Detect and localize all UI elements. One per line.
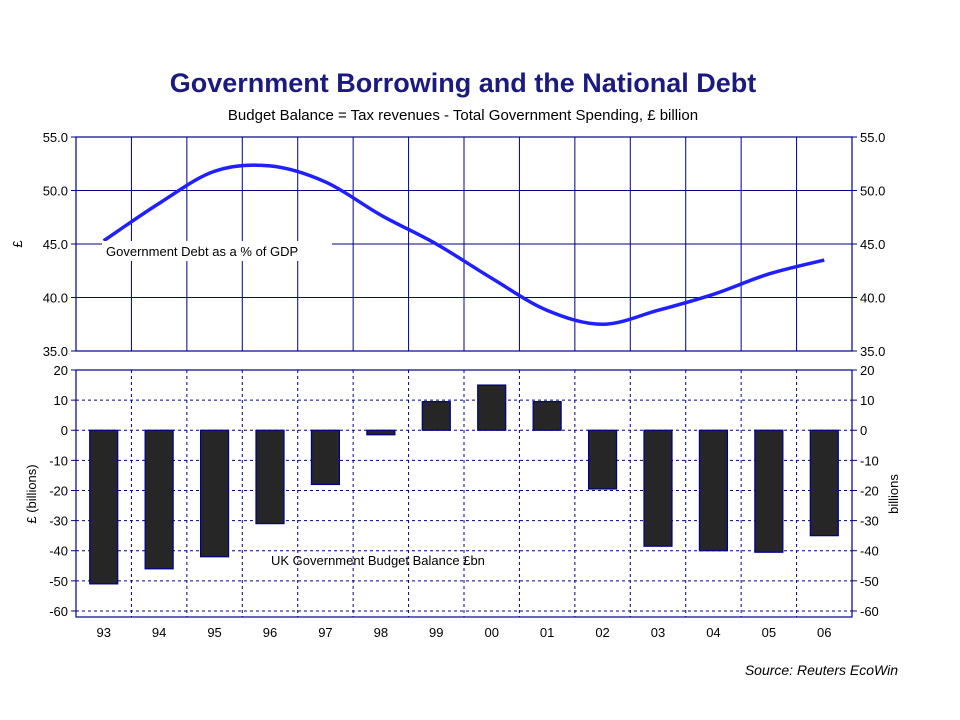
budget-gridlines bbox=[76, 369, 852, 617]
budget-left-tick-label: -60 bbox=[49, 604, 68, 619]
year-tick-label: 03 bbox=[651, 625, 665, 640]
budget-right-tick-label: -40 bbox=[860, 544, 879, 559]
chart-subtitle: Budget Balance = Tax revenues - Total Go… bbox=[228, 107, 698, 124]
budget-left-tick-label: 0 bbox=[61, 423, 68, 438]
budget-bar bbox=[199, 429, 230, 558]
budget-left-tick-label: 20 bbox=[54, 363, 68, 378]
budget-bar bbox=[144, 429, 174, 570]
budget-bar bbox=[698, 429, 729, 552]
year-tick-label: 97 bbox=[318, 625, 332, 640]
debt-left-tick-label: 50.0 bbox=[43, 184, 68, 199]
budget-right-tick-label: -20 bbox=[860, 483, 879, 498]
budget-right-axis-label: billions bbox=[886, 474, 901, 514]
budget-bar bbox=[310, 429, 341, 486]
budget-bar bbox=[643, 429, 673, 547]
debt-left-tick-label: 55.0 bbox=[43, 130, 68, 145]
debt-right-tick-label: 50.0 bbox=[860, 184, 885, 199]
budget-bar bbox=[477, 384, 507, 431]
budget-bar bbox=[255, 429, 285, 525]
debt-y-axis-label: £ bbox=[10, 240, 25, 248]
debt-left-tick-label: 45.0 bbox=[43, 237, 68, 252]
year-tick-label: 94 bbox=[152, 625, 166, 640]
budget-bars bbox=[89, 384, 839, 585]
year-tick-label: 01 bbox=[540, 625, 554, 640]
year-tick-labels: 93 94 95 96 97 98 99 00 01 02 03 04 05 06 bbox=[96, 625, 831, 640]
budget-bar bbox=[366, 429, 396, 436]
budget-left-tick-label: -30 bbox=[49, 514, 68, 529]
budget-right-tick-label: -10 bbox=[860, 453, 879, 468]
year-tick-label: 06 bbox=[817, 625, 831, 640]
budget-left-tick-label: -20 bbox=[49, 483, 68, 498]
chart-title: Government Borrowing and the National De… bbox=[170, 68, 757, 98]
budget-bar bbox=[421, 401, 451, 431]
year-tick-label: 96 bbox=[263, 625, 277, 640]
year-tick-label: 00 bbox=[484, 625, 498, 640]
debt-right-tick-label: 40.0 bbox=[860, 291, 885, 306]
year-tick-label: 99 bbox=[429, 625, 443, 640]
debt-right-tick-label: 55.0 bbox=[860, 130, 885, 145]
debt-series-line bbox=[102, 163, 825, 326]
budget-annotation: UK Government Budget Balance £bn bbox=[271, 553, 485, 568]
year-tick-label: 05 bbox=[762, 625, 776, 640]
budget-left-tick-label: -10 bbox=[49, 453, 68, 468]
budget-bar bbox=[89, 429, 119, 585]
debt-annotation-bg bbox=[102, 241, 332, 261]
year-tick-label: 95 bbox=[207, 625, 221, 640]
debt-left-tick-label: 40.0 bbox=[43, 291, 68, 306]
budget-bar bbox=[809, 429, 839, 537]
budget-right-tick-label: -30 bbox=[860, 514, 879, 529]
budget-y-axis-label: £ (billions) bbox=[24, 464, 39, 523]
debt-right-tick-label: 35.0 bbox=[860, 344, 885, 359]
budget-right-tick-label: -50 bbox=[860, 574, 879, 589]
year-tick-label: 02 bbox=[595, 625, 609, 640]
debt-right-tick-label: 45.0 bbox=[860, 237, 885, 252]
source-note: Source: Reuters EcoWin bbox=[745, 662, 898, 678]
budget-bar bbox=[754, 429, 784, 553]
budget-bar bbox=[587, 429, 618, 490]
budget-right-tick-label: 0 bbox=[860, 423, 867, 438]
budget-left-tick-label: -50 bbox=[49, 574, 68, 589]
budget-right-tick-label: 10 bbox=[860, 393, 874, 408]
budget-axis-ticks: 20 20 10 10 0 0 -10 -10 -20 -20 -30 -30 -40 -40 -50 -50… bbox=[49, 363, 879, 619]
budget-bar bbox=[532, 401, 562, 431]
debt-line-panel: 55.0 55.0 50.0 50.0 45.0 45.0 40.0 40.0 35.0 35.0… bbox=[10, 130, 885, 359]
debt-annotation: Government Debt as a % of GDP bbox=[106, 244, 298, 259]
budget-right-tick-label: 20 bbox=[860, 363, 874, 378]
debt-axis-ticks: 55.0 55.0 50.0 50.0 45.0 45.0 40.0 40.0 35.0 35.0 bbox=[43, 130, 886, 359]
budget-left-tick-label: -40 bbox=[49, 544, 68, 559]
debt-left-tick-label: 35.0 bbox=[43, 344, 68, 359]
year-tick-label: 04 bbox=[706, 625, 720, 640]
budget-right-tick-label: -60 bbox=[860, 604, 879, 619]
budget-left-tick-label: 10 bbox=[54, 393, 68, 408]
year-tick-label: 93 bbox=[96, 625, 110, 640]
year-tick-label: 98 bbox=[374, 625, 388, 640]
debt-gridlines bbox=[76, 137, 852, 351]
